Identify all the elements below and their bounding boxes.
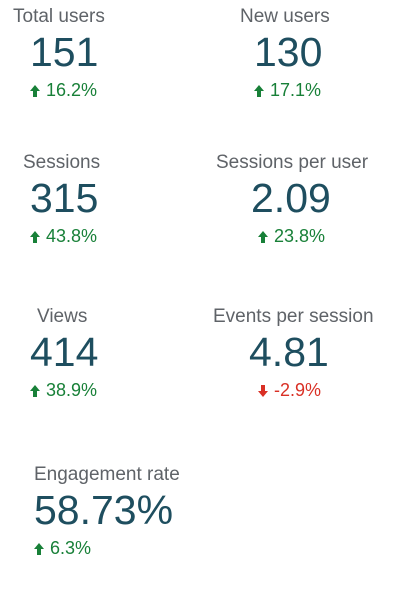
metric-value: 315 <box>30 175 99 221</box>
metric-value: 151 <box>30 29 99 75</box>
arrow-down-icon <box>258 384 268 397</box>
metric-value: 58.73% <box>34 487 174 533</box>
metric-delta: -2.9% <box>258 380 321 401</box>
arrow-up-icon <box>258 230 268 243</box>
metric-value: 414 <box>30 329 99 375</box>
arrow-up-icon <box>30 230 40 243</box>
metric-card-total-users[interactable]: Total users 151 16.2% <box>0 0 200 140</box>
metric-label: Total users <box>13 6 105 27</box>
metric-card-sessions-per-user[interactable]: Sessions per user 2.09 23.8% <box>200 146 400 286</box>
arrow-up-icon <box>30 384 40 397</box>
metric-card-sessions[interactable]: Sessions 315 43.8% <box>0 146 200 286</box>
metric-label: New users <box>240 6 330 27</box>
metric-card-engagement-rate[interactable]: Engagement rate 58.73% 6.3% <box>0 458 260 598</box>
metric-delta: 43.8% <box>30 226 97 247</box>
metric-delta-value: 17.1% <box>270 80 322 100</box>
arrow-up-icon <box>30 84 40 97</box>
metric-label: Sessions per user <box>216 152 369 173</box>
metric-card-events-per-session[interactable]: Events per session 4.81 -2.9% <box>200 300 400 440</box>
metric-label: Engagement rate <box>34 464 180 485</box>
metric-value: 2.09 <box>251 175 331 221</box>
metric-delta-value: 6.3% <box>50 538 92 558</box>
metric-delta-value: 16.2% <box>46 80 98 100</box>
metric-delta-value: 23.8% <box>274 226 326 246</box>
metric-delta: 38.9% <box>30 380 97 401</box>
metric-delta: 23.8% <box>258 226 325 247</box>
arrow-up-icon <box>254 84 264 97</box>
metric-delta: 6.3% <box>34 538 91 559</box>
metric-delta-value: -2.9% <box>274 380 322 400</box>
metric-delta: 16.2% <box>30 80 97 101</box>
metric-label: Views <box>37 306 88 327</box>
metric-label: Events per session <box>213 306 374 327</box>
metric-delta-value: 38.9% <box>46 380 98 400</box>
metric-value: 130 <box>254 29 323 75</box>
metric-card-new-users[interactable]: New users 130 17.1% <box>200 0 400 140</box>
metric-value: 4.81 <box>249 329 329 375</box>
metric-label: Sessions <box>23 152 101 173</box>
metric-delta-value: 43.8% <box>46 226 98 246</box>
metric-card-views[interactable]: Views 414 38.9% <box>0 300 200 440</box>
arrow-up-icon <box>34 542 44 555</box>
metric-delta: 17.1% <box>254 80 321 101</box>
